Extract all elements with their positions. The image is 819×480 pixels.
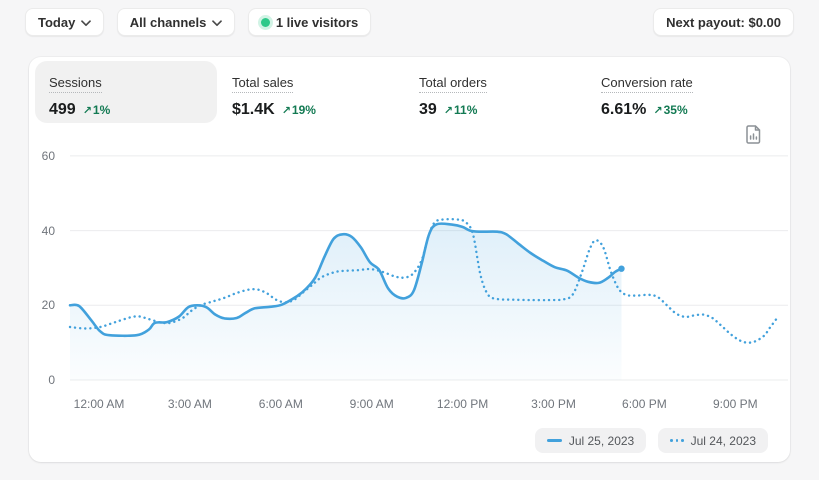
metric-label-total-orders[interactable]: Total orders: [419, 75, 487, 93]
legend-label: Jul 25, 2023: [568, 433, 635, 448]
topbar: Today All channels 1 live visitors Next …: [25, 8, 794, 36]
view-report-icon[interactable]: [746, 125, 762, 149]
metric-value-conversion-rate: 6.61%: [601, 101, 647, 118]
chevron-down-icon: [81, 15, 92, 30]
metric-tile-sessions[interactable]: Sessions 499 ↗ 1%: [35, 61, 217, 123]
metric-total-orders[interactable]: Total orders 39 ↗ 11%: [419, 75, 487, 119]
x-axis-label: 12:00 AM: [73, 397, 125, 411]
date-range-label: Today: [38, 14, 76, 30]
live-visitors-label: 1 live visitors: [275, 14, 359, 30]
legend-label: Jul 24, 2023: [690, 433, 756, 448]
dotted-line-icon: [670, 439, 684, 442]
date-range-button[interactable]: Today: [25, 8, 105, 36]
metric-value-total-orders: 39: [419, 101, 437, 118]
next-payout-label: Next payout: $0.00: [666, 14, 781, 30]
x-axis-label: 3:00 PM: [531, 397, 576, 411]
metric-value-row: $1.4K ↗ 19%: [232, 101, 316, 119]
trend-up-arrow-icon: ↗: [281, 105, 291, 117]
x-axis-label: 6:00 AM: [258, 397, 303, 411]
solid-line-icon: [546, 439, 562, 442]
chart-legend: Jul 25, 2023 Jul 24, 2023: [534, 428, 768, 453]
metric-value-sessions: 499: [49, 101, 76, 118]
y-axis-label: 0: [48, 373, 55, 387]
trend-up-arrow-icon: ↗: [82, 105, 92, 117]
metric-total-sales[interactable]: Total sales $1.4K ↗ 19%: [232, 75, 316, 119]
metric-delta-total-sales: ↗ 19%: [281, 103, 316, 117]
trend-up-arrow-icon: ↗: [443, 105, 454, 117]
channels-button[interactable]: All channels: [116, 8, 236, 36]
metric-value-row: 39 ↗ 11%: [419, 101, 487, 119]
metric-label-sessions[interactable]: Sessions: [49, 75, 102, 93]
y-axis-label: 40: [41, 223, 55, 238]
channels-label: All channels: [129, 14, 207, 30]
y-axis-label: 60: [41, 148, 55, 163]
x-axis-label: 9:00 AM: [349, 397, 394, 411]
chevron-down-icon: [212, 15, 223, 30]
x-axis-label: 3:00 AM: [167, 397, 212, 411]
y-axis-label: 20: [41, 298, 55, 313]
metric-value-row: 499 ↗ 1%: [49, 101, 110, 119]
live-visitors-dot-icon: [260, 17, 270, 27]
sessions-chart: 0 20 40 60 12:00 AM 3:00 AM 6:00 AM 9:00 AM 12:…: [29, 57, 790, 462]
legend-item-jul-25[interactable]: Jul 25, 2023: [534, 428, 647, 453]
trend-up-arrow-icon: ↗: [653, 105, 663, 117]
x-axis-label: 12:00 PM: [436, 397, 489, 411]
metric-sessions: Sessions 499 ↗ 1%: [49, 75, 110, 119]
legend-item-jul-24[interactable]: Jul 24, 2023: [658, 428, 768, 453]
chart-canvas: [68, 155, 788, 381]
analytics-card: Sessions 499 ↗ 1% Total sales $1.4K ↗ 19% …: [29, 57, 790, 462]
metric-delta-sessions: ↗ 1%: [82, 103, 111, 117]
next-payout-button[interactable]: Next payout: $0.00: [653, 8, 794, 36]
metric-value-row: 6.61% ↗ 35%: [601, 101, 693, 119]
metric-conversion-rate[interactable]: Conversion rate 6.61% ↗ 35%: [601, 75, 693, 119]
metric-label-conversion-rate[interactable]: Conversion rate: [601, 75, 693, 93]
x-axis-label: 9:00 PM: [712, 397, 758, 411]
metric-value-total-sales: $1.4K: [232, 101, 275, 118]
x-axis-label: 6:00 PM: [622, 397, 667, 411]
metric-label-total-sales[interactable]: Total sales: [232, 75, 294, 93]
metric-delta-total-orders: ↗ 11%: [443, 103, 478, 117]
metric-delta-conversion-rate: ↗ 35%: [653, 103, 688, 117]
live-visitors-button[interactable]: 1 live visitors: [247, 8, 372, 36]
